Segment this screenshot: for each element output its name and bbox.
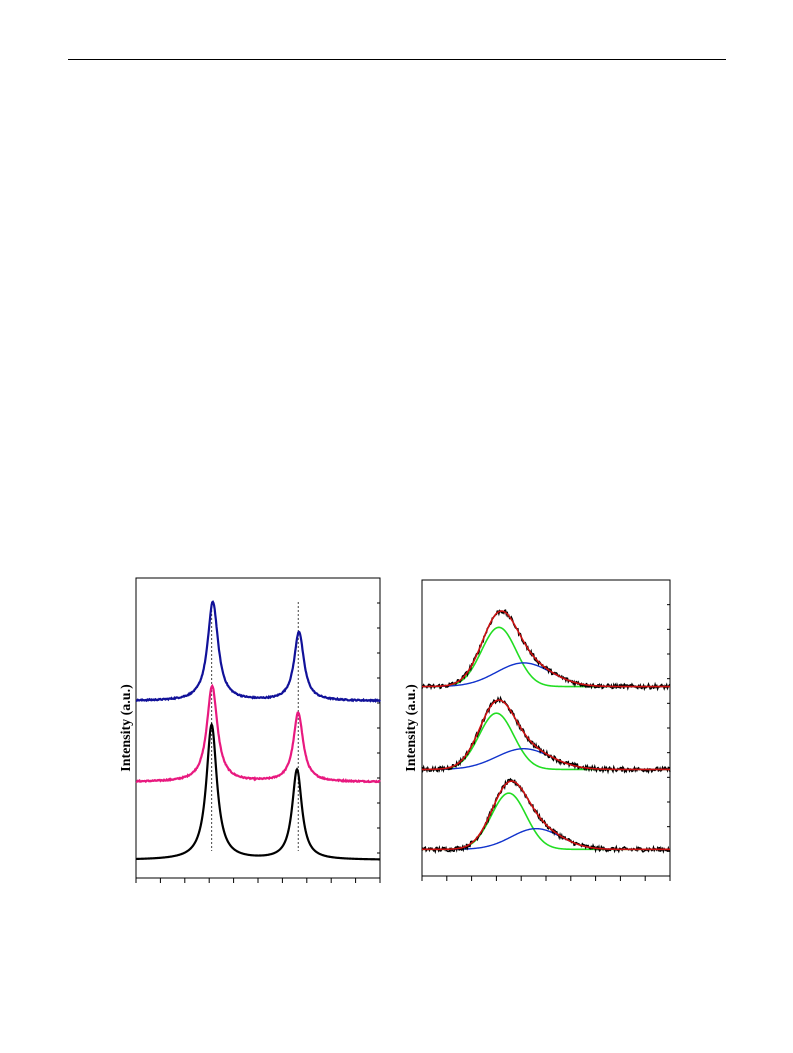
spectrum-line: [135, 722, 381, 861]
fit-component-1-line: [422, 792, 670, 851]
fit-component-2-line: [422, 748, 670, 771]
fit-envelope-line: [422, 610, 670, 688]
y-axis-label: Intensity (a.u.): [119, 684, 134, 772]
measured-data-line: [421, 777, 671, 855]
fit-component-2-line: [422, 827, 670, 851]
measured-data-line: [421, 695, 671, 775]
measured-data-line: [421, 609, 671, 692]
chart-panel-right: Intensity (a.u.): [397, 575, 676, 885]
spectrum-line: [135, 600, 381, 703]
fit-envelope-line: [422, 780, 670, 851]
chart-left-svg: Intensity (a.u.): [119, 577, 381, 883]
plot-frame: [421, 579, 671, 877]
plot-frame: [135, 577, 381, 879]
chart-right-svg: Intensity (a.u.): [404, 579, 671, 881]
y-axis-label: Intensity (a.u.): [404, 684, 419, 772]
header-rule: [68, 59, 726, 60]
fit-component-1-line: [422, 626, 670, 688]
spectrum-line: [135, 683, 381, 784]
chart-panel-left: Intensity (a.u.): [108, 575, 385, 885]
fit-envelope-line: [422, 699, 670, 771]
